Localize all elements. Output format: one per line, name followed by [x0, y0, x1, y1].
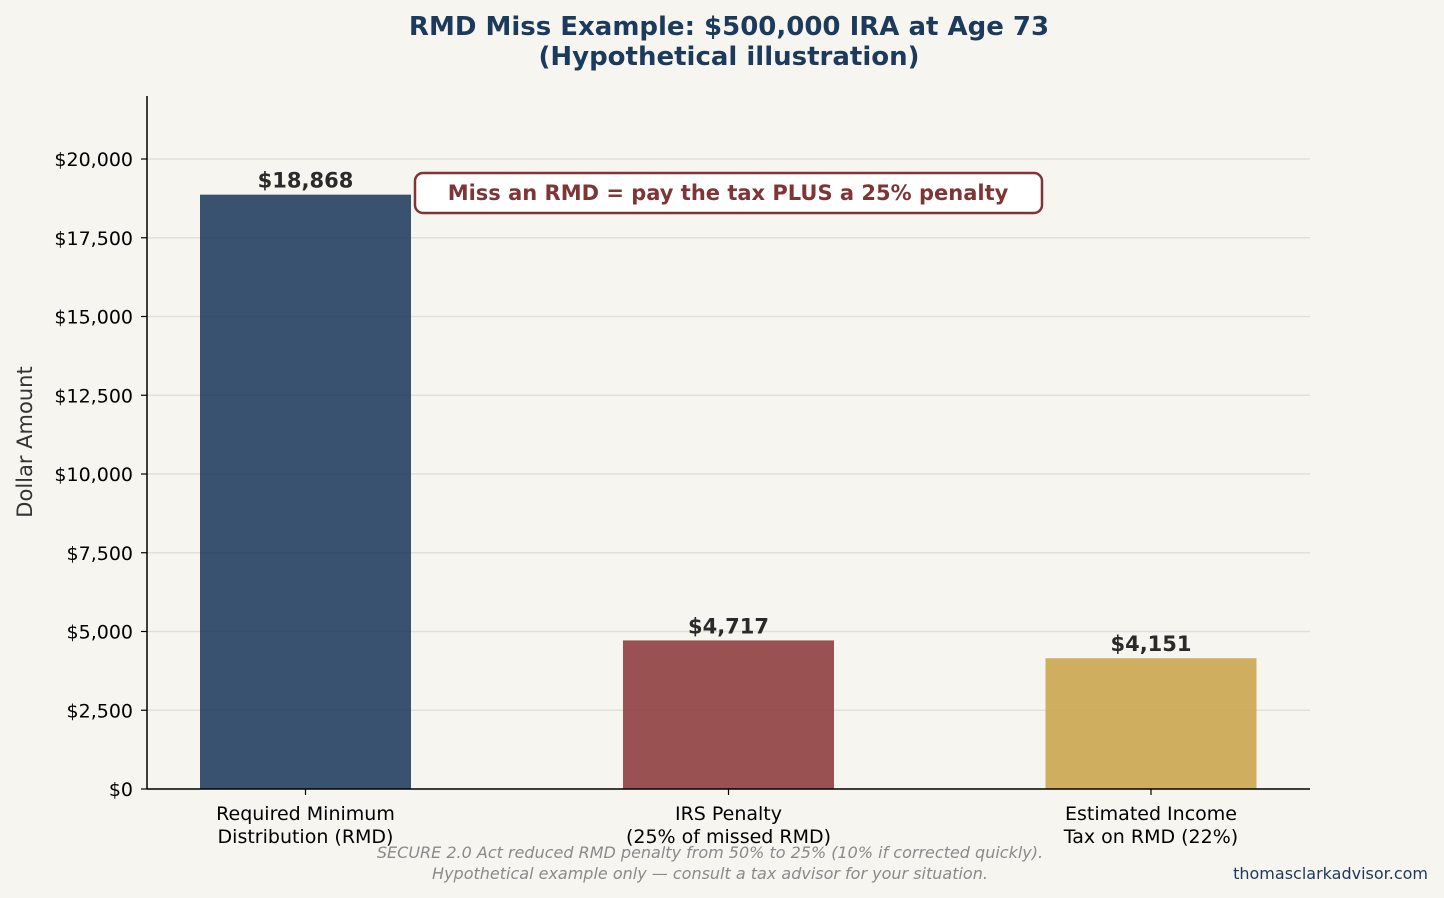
bars	[200, 194, 1257, 789]
chart-title-line-2: (Hypothetical illustration)	[538, 42, 919, 72]
y-tick-label: $2,500	[67, 700, 133, 722]
x-category-label: Required Minimum	[216, 803, 395, 825]
x-category-label: Tax on RMD (22%)	[1063, 826, 1238, 848]
footnote: SECURE 2.0 Act reduced RMD penalty from …	[377, 843, 1043, 883]
x-category-label: IRS Penalty	[675, 803, 782, 825]
y-tick-label: $20,000	[54, 149, 133, 171]
chart-title-line-1: RMD Miss Example: $500,000 IRA at Age 73	[409, 12, 1049, 42]
y-tick-label: $10,000	[54, 464, 133, 486]
annotation-text: Miss an RMD = pay the tax PLUS a 25% pen…	[448, 181, 1009, 205]
chart-title: RMD Miss Example: $500,000 IRA at Age 73…	[409, 12, 1049, 72]
footnote-line-1: SECURE 2.0 Act reduced RMD penalty from …	[377, 843, 1043, 862]
x-category-label: (25% of missed RMD)	[626, 826, 831, 848]
y-tick-label: $17,500	[54, 228, 133, 250]
y-axis-label: Dollar Amount	[13, 366, 37, 517]
bar	[200, 194, 411, 789]
footnote-line-2: Hypothetical example only — consult a ta…	[432, 864, 988, 883]
bar-value-label: $4,717	[688, 614, 769, 638]
bar	[1045, 658, 1257, 789]
brand-url: thomasclarkadvisor.com	[1233, 864, 1428, 883]
x-category-label: Distribution (RMD)	[218, 826, 394, 848]
y-tick-label: $0	[109, 779, 133, 801]
bar-value-label: $4,151	[1110, 632, 1191, 656]
y-tick-label: $12,500	[54, 385, 133, 407]
annotation-box	[413, 171, 1044, 215]
x-category-label: Estimated Income	[1065, 803, 1237, 825]
bar	[623, 640, 834, 789]
y-tick-labels: $0 $2,500 $5,000 $7,500 $10,000 $12,500 $15,00…	[54, 149, 147, 801]
y-tick-label: $15,000	[54, 307, 133, 329]
y-tick-label: $5,000	[67, 622, 133, 644]
bar-value-label: $18,868	[258, 169, 354, 193]
bar-value-labels: $18,868 $4,717 $4,151	[258, 169, 1192, 657]
y-tick-label: $7,500	[67, 543, 133, 565]
penalty-annotation: Miss an RMD = pay the tax PLUS a 25% pen…	[413, 171, 1044, 215]
